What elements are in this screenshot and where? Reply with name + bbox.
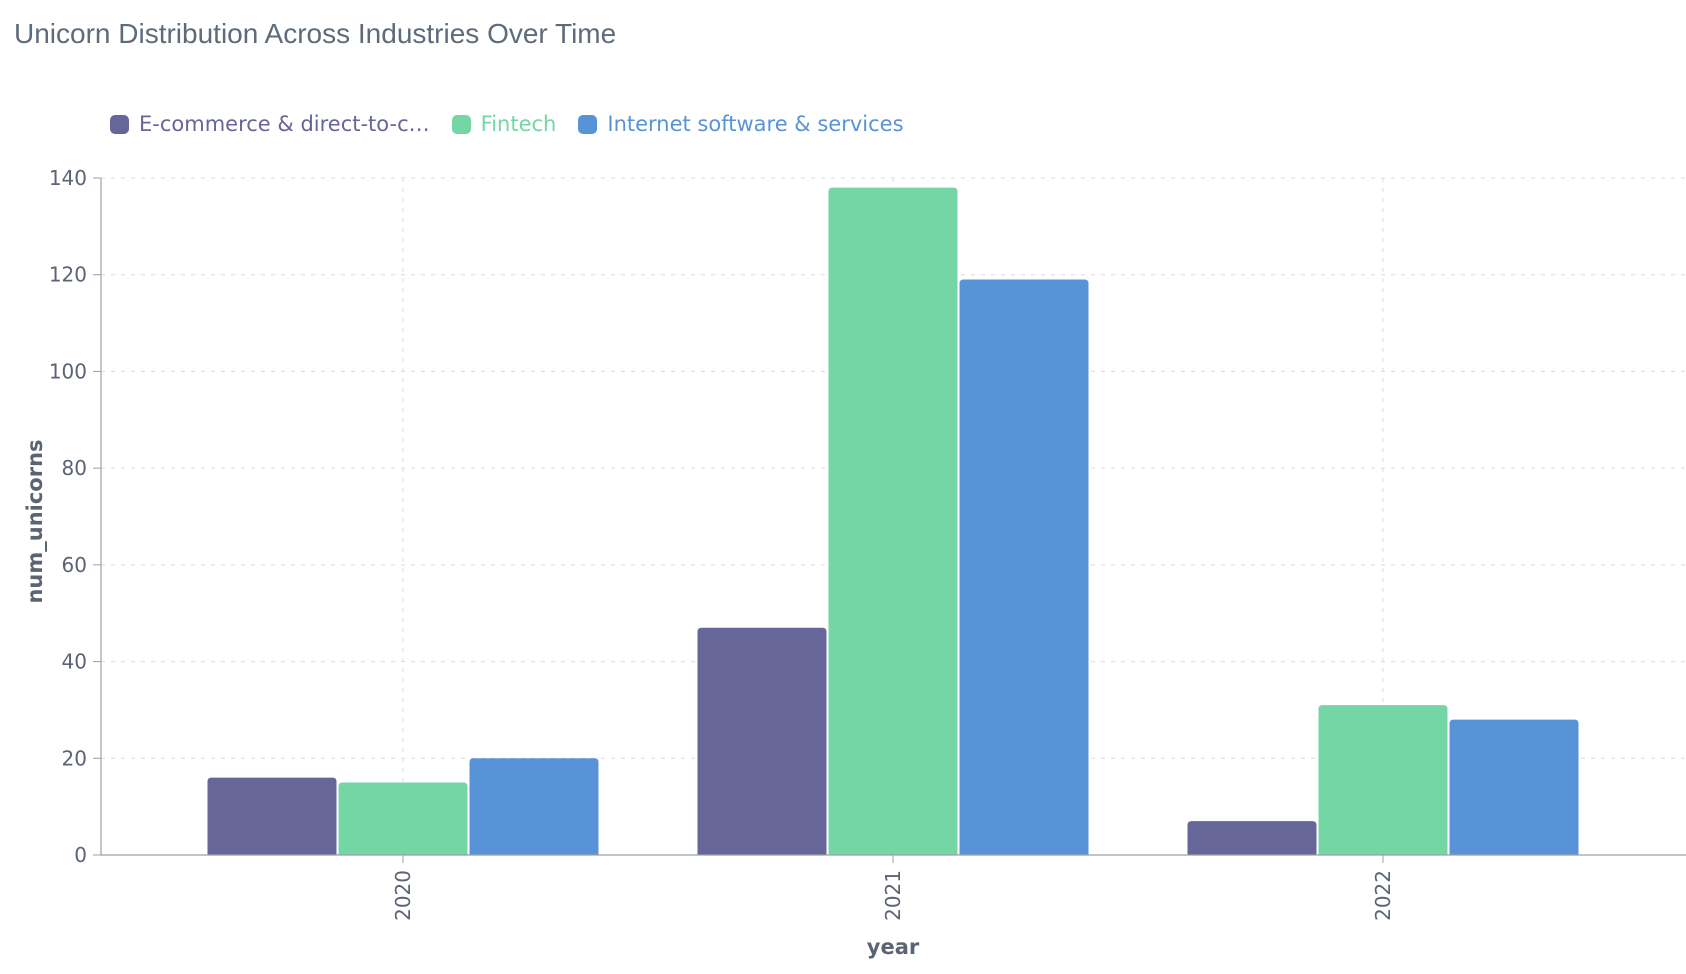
x-tick-label: 2022 [1371,870,1395,921]
bar-2022-series-0[interactable] [1187,821,1317,855]
bar-2022-series-2[interactable] [1449,719,1579,855]
bars [207,187,1579,855]
x-tick-label: 2020 [391,870,415,921]
bar-2020-series-1[interactable] [338,782,468,855]
bar-2021-series-0[interactable] [697,627,827,855]
y-tick-label: 40 [62,650,87,674]
y-tick-label: 80 [62,456,87,480]
y-axis-title: num_unicorns [23,439,47,603]
chart-title: Unicorn Distribution Across Industries O… [14,18,617,49]
legend-item[interactable]: E-commerce & direct-to-c… [110,112,430,136]
legend-item[interactable]: Internet software & services [578,112,904,136]
bar-2020-series-2[interactable] [469,758,599,855]
bar-2020-series-0[interactable] [207,777,337,855]
legend-swatch [451,114,471,134]
legend-swatch [110,114,129,134]
bar-2022-series-1[interactable] [1318,705,1448,855]
axes [93,177,1686,856]
x-tick-label: 2021 [881,870,905,921]
legend-label: Internet software & services [607,112,904,136]
legend-swatch [578,114,598,134]
y-tick-label: 0 [74,843,87,867]
legend: E-commerce & direct-to-c… Fintech Internet… [110,112,926,136]
y-tick-label: 60 [62,553,87,577]
bar-2021-series-1[interactable] [828,187,958,855]
y-tick-label: 120 [49,263,87,287]
legend-label: Fintech [480,112,557,136]
y-tick-label: 140 [49,166,87,190]
bar-2021-series-2[interactable] [959,279,1089,855]
x-axis-title: year [867,935,920,959]
legend-label: E-commerce & direct-to-c… [139,112,430,136]
legend-item[interactable]: Fintech [451,112,557,136]
tick-labels: 0 20 40 60 80 100 120 140 2020 2021 2022 [49,166,1395,921]
y-tick-label: 100 [49,359,87,383]
y-tick-label: 20 [62,746,87,770]
